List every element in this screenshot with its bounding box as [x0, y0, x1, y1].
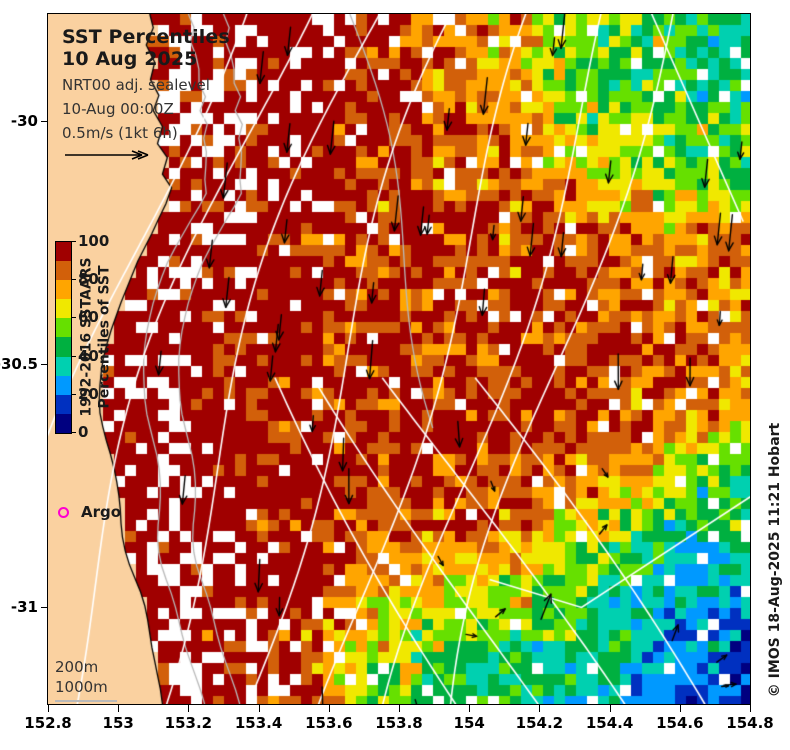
- colorbar-tick-60: [71, 317, 76, 319]
- colorbar-tick-label-40: 40: [78, 346, 99, 365]
- subtitle-vector-scale: 0.5m/s (1kt 6h): [62, 124, 178, 143]
- title-line-2: 10 Aug 2025: [62, 48, 198, 71]
- x-axis-tick-154.2: [539, 705, 541, 712]
- x-axis-label-153.8: 153.8: [375, 714, 423, 732]
- colorbar-band-20-30: [56, 375, 71, 395]
- colorbar-band-10-20: [56, 394, 71, 414]
- x-axis-label-153.2: 153.2: [164, 714, 213, 732]
- colorbar-tick-label-60: 60: [78, 308, 99, 327]
- x-axis-label-154.8: 154.8: [726, 714, 774, 732]
- colorbar-band-90-100: [56, 242, 71, 262]
- x-axis-label-154: 154: [453, 714, 485, 732]
- colorbar-band-80-90: [56, 261, 71, 281]
- x-axis-tick-154.6: [679, 705, 681, 712]
- depth-label-200m: 200m: [55, 658, 99, 676]
- x-axis-label-152.8: 152.8: [24, 714, 72, 732]
- credit-text: © IMOS 18-Aug-2025 11:21 Hobart: [767, 422, 783, 698]
- x-axis-label-153.4: 153.4: [234, 714, 283, 732]
- title-line-1: SST Percentiles: [62, 26, 230, 48]
- x-axis-label-154.2: 154.2: [515, 714, 564, 732]
- y-axis-tick--31: [41, 606, 48, 608]
- x-axis-tick-153.2: [188, 705, 190, 712]
- bathymetry-legend: 200m 1000m: [55, 658, 117, 702]
- x-axis-label-154.6: 154.6: [656, 714, 704, 732]
- x-axis-tick-154.8: [750, 705, 751, 712]
- y-axis-tick--30.5: [41, 363, 48, 365]
- argo-legend-label: Argo: [81, 503, 122, 521]
- x-axis-tick-154: [469, 705, 471, 712]
- subtitle-product: NRT00 adj. sealevel: [62, 75, 210, 94]
- x-axis-tick-153.6: [328, 705, 330, 712]
- y-axis-label--30: -30: [10, 111, 38, 130]
- depth-label-1000m: 1000m: [55, 677, 108, 696]
- x-axis-label-153.6: 153.6: [305, 714, 353, 732]
- subtitle-timestamp: 10-Aug 00:00Z: [62, 100, 174, 119]
- colorbar-tick-label-80: 80: [78, 270, 99, 289]
- colorbar-band-60-70: [56, 299, 71, 319]
- x-axis-label-154.4: 154.4: [585, 714, 634, 732]
- map-plot-area[interactable]: [47, 13, 751, 705]
- colorbar-tick-label-0: 0: [78, 423, 89, 441]
- colorbar-band-50-60: [56, 318, 71, 338]
- x-axis-tick-153: [118, 705, 120, 712]
- colorbar-band-40-50: [56, 337, 71, 357]
- x-axis-tick-153.4: [258, 705, 260, 712]
- colorbar-tick-0: [71, 432, 76, 433]
- y-axis-label--30.5: -30.5: [0, 354, 38, 373]
- colorbar-tick-40: [71, 355, 76, 357]
- colorbar-tick-label-20: 20: [78, 384, 99, 403]
- y-axis-tick--30: [41, 120, 48, 122]
- colorbar-tick-label-100: 100: [78, 232, 110, 250]
- argo-legend: Argo: [58, 503, 121, 521]
- argo-marker-icon: [58, 506, 69, 518]
- x-axis-tick-152.8: [48, 705, 49, 712]
- colorbar-band-70-80: [56, 280, 71, 300]
- colorbar-tick-100: [71, 241, 76, 242]
- reference-vector-arrow-icon: [65, 149, 149, 160]
- colorbar-tick-80: [71, 279, 76, 281]
- x-axis-label-153: 153: [102, 714, 134, 732]
- colorbar-tick-20: [71, 393, 76, 395]
- bathymetry-contour-swatch: [55, 700, 117, 702]
- y-axis-label--31: -31: [10, 597, 38, 616]
- title-block: SST Percentiles 10 Aug 2025 NRT00 adj. s…: [62, 26, 230, 167]
- colorbar-band-0-10: [56, 413, 71, 433]
- colorbar-band-30-40: [56, 356, 71, 376]
- x-axis-tick-153.8: [399, 705, 400, 712]
- x-axis-tick-154.4: [609, 705, 611, 712]
- colorbar: [55, 241, 72, 434]
- current-vector-overlay: [48, 14, 750, 704]
